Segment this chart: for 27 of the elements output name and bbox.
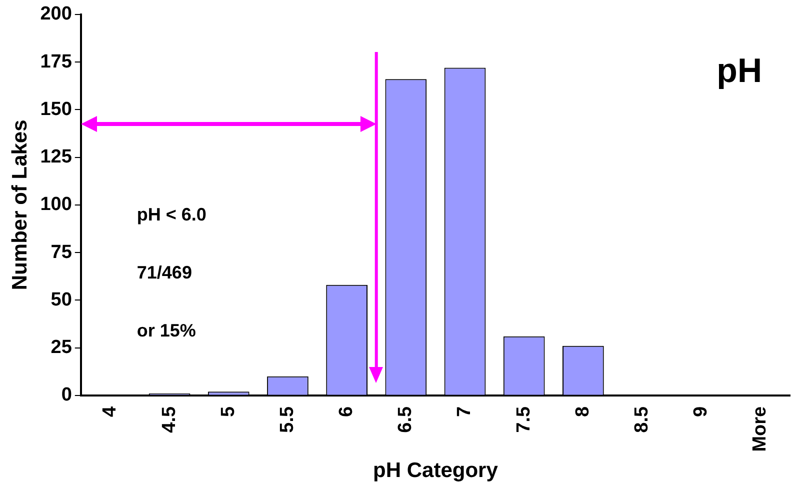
annotation: 71/469: [136, 262, 192, 282]
x-tick-label: 5: [218, 406, 239, 417]
y-tick-label: 200: [40, 4, 72, 25]
y-tick-label: 175: [40, 51, 72, 72]
y-axis-title: Number of Lakes: [8, 120, 32, 290]
x-tick-label: More: [750, 406, 771, 452]
x-tick-label: 4: [100, 406, 121, 417]
x-tick-label: 7: [454, 406, 476, 417]
x-tick-label: 8.5: [632, 406, 653, 433]
y-tick-label: 75: [50, 242, 72, 263]
annotation: or 15%: [136, 320, 196, 340]
x-axis-title: pH Category: [373, 459, 498, 482]
annotation: pH: [716, 52, 762, 90]
x-tick-label: 9: [690, 406, 712, 417]
x-tick-label: 6.5: [395, 406, 416, 433]
y-tick-label: 50: [50, 289, 72, 310]
x-tick-label: 8: [572, 406, 594, 417]
annotation: pH < 6.0: [136, 204, 206, 224]
y-tick-label: 125: [40, 146, 72, 168]
x-tick-label: 6: [336, 406, 358, 417]
y-tick-label: 150: [40, 98, 72, 120]
y-tick-label: 25: [50, 337, 72, 358]
x-tick-label: 5.5: [276, 406, 298, 433]
y-tick-label: 100: [40, 194, 72, 216]
y-tick-label: 0: [61, 384, 72, 406]
x-tick-label: 7.5: [513, 406, 534, 433]
x-tick-label: 4.5: [158, 406, 180, 433]
